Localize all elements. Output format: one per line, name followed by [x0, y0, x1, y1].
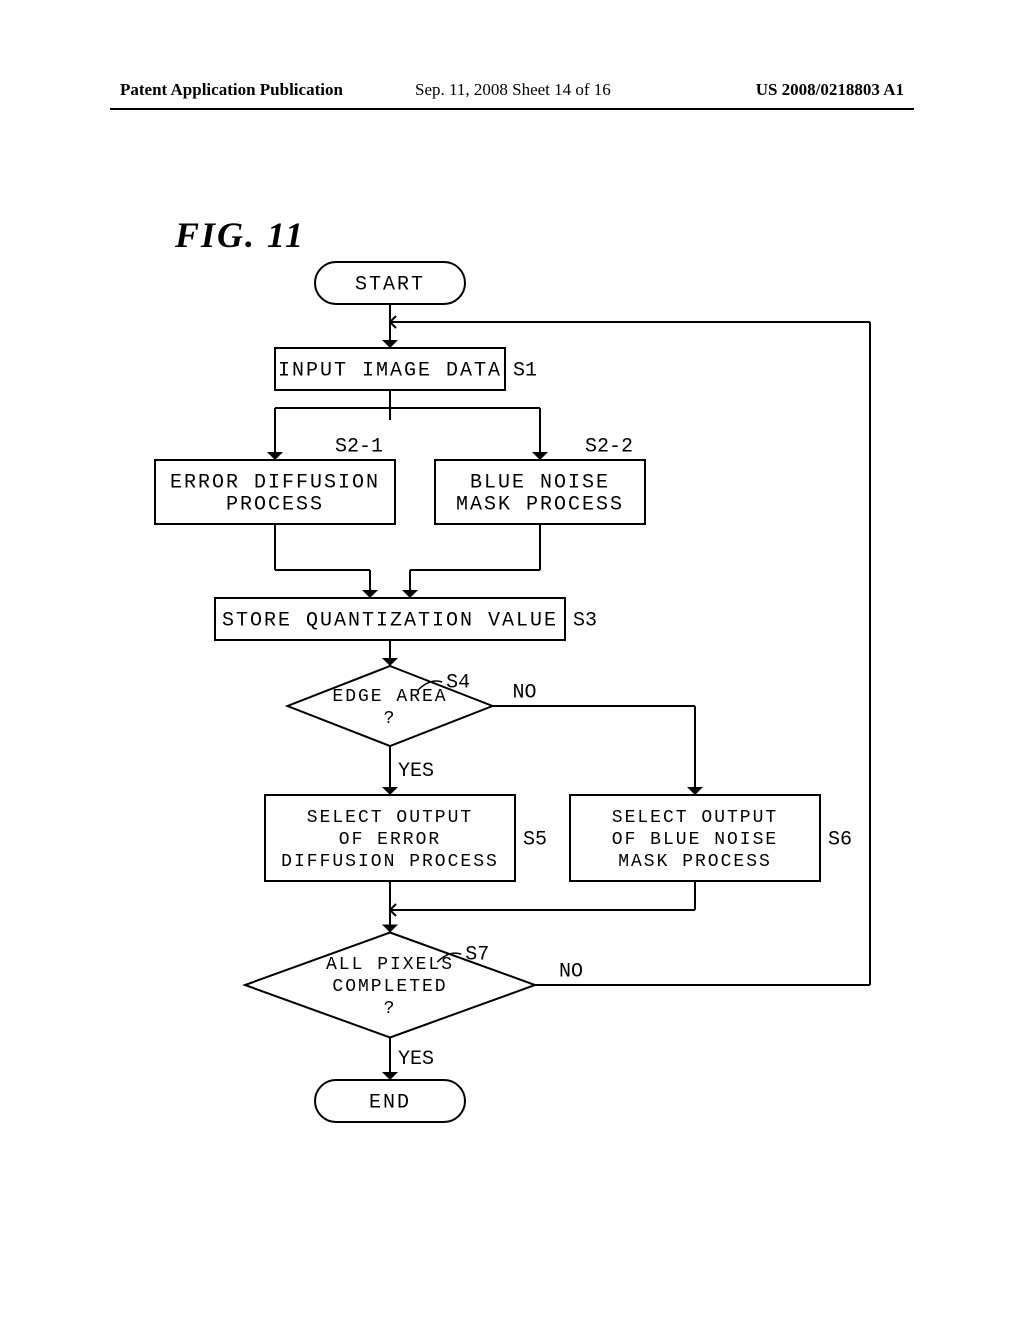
svg-text:YES: YES: [398, 1048, 434, 1071]
svg-text:MASK PROCESS: MASK PROCESS: [456, 493, 624, 516]
svg-text:EDGE AREA: EDGE AREA: [332, 687, 447, 707]
svg-text:START: START: [355, 273, 425, 296]
svg-text:S7: S7: [465, 943, 489, 966]
svg-text:OF BLUE NOISE: OF BLUE NOISE: [612, 830, 778, 850]
svg-text:S1: S1: [513, 359, 537, 382]
svg-text:NO: NO: [513, 681, 537, 704]
svg-text:SELECT OUTPUT: SELECT OUTPUT: [612, 808, 778, 828]
svg-text:SELECT OUTPUT: SELECT OUTPUT: [307, 808, 473, 828]
svg-text:NO: NO: [559, 960, 583, 983]
svg-text:END: END: [369, 1091, 411, 1114]
svg-text:OF ERROR: OF ERROR: [339, 830, 441, 850]
svg-text:S4: S4: [446, 671, 470, 694]
svg-text:INPUT IMAGE DATA: INPUT IMAGE DATA: [278, 359, 502, 382]
svg-text:STORE QUANTIZATION VALUE: STORE QUANTIZATION VALUE: [222, 609, 558, 632]
svg-text:?: ?: [384, 999, 397, 1019]
svg-text:DIFFUSION PROCESS: DIFFUSION PROCESS: [281, 852, 499, 872]
svg-text:S2-1: S2-1: [335, 435, 383, 458]
svg-text:S3: S3: [573, 609, 597, 632]
svg-text:BLUE NOISE: BLUE NOISE: [470, 471, 610, 494]
flowchart-svg: START INPUT IMAGE DATA S1 ERROR DIFFUSIONPR…: [0, 0, 1024, 1320]
svg-text:ALL PIXELS: ALL PIXELS: [326, 955, 454, 975]
svg-text:PROCESS: PROCESS: [226, 493, 324, 516]
svg-text:?: ?: [384, 709, 397, 729]
page: Patent Application Publication Sep. 11, …: [0, 0, 1024, 1320]
svg-text:COMPLETED: COMPLETED: [332, 977, 447, 997]
svg-text:MASK PROCESS: MASK PROCESS: [618, 852, 772, 872]
svg-text:S2-2: S2-2: [585, 435, 633, 458]
svg-text:S5: S5: [523, 828, 547, 851]
svg-text:YES: YES: [398, 760, 434, 783]
svg-text:ERROR DIFFUSION: ERROR DIFFUSION: [170, 471, 380, 494]
svg-text:S6: S6: [828, 828, 852, 851]
